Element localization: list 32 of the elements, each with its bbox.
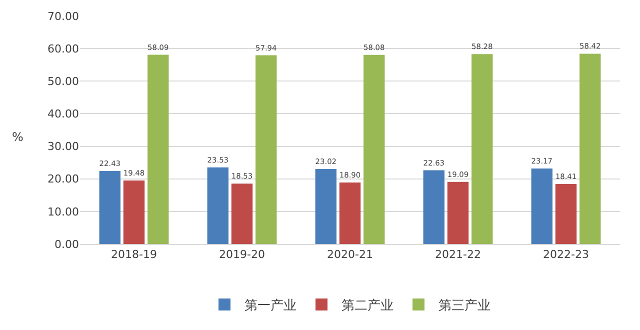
bar [256, 55, 277, 244]
x-tick-label: 2019-20 [219, 248, 265, 262]
y-tick-label: 50.00 [48, 74, 79, 88]
legend-label: 第二产业 [342, 298, 394, 314]
x-tick-label: 2018-19 [111, 248, 157, 262]
x-tick-label: 2020-21 [327, 248, 373, 262]
y-tick-label: 0.00 [54, 238, 79, 251]
y-tick-label: 10.00 [48, 205, 79, 218]
bar [531, 168, 552, 244]
bar [315, 169, 336, 244]
y-tick-label: 30.00 [48, 140, 79, 154]
bar [123, 180, 145, 244]
bar [339, 182, 361, 244]
y-tick-label: 40.00 [48, 108, 79, 121]
y-axis-title: % [12, 130, 24, 144]
bar [423, 170, 444, 244]
x-tick-label: 2022-23 [543, 248, 589, 262]
bar [580, 54, 601, 244]
bar [472, 54, 493, 244]
legend-label: 第一产业 [244, 298, 296, 314]
bar [231, 184, 253, 244]
bar [447, 182, 469, 244]
bar [207, 167, 228, 244]
x-tick-label: 2021-22 [435, 248, 481, 262]
y-tick-label: 70.00 [48, 10, 79, 23]
legend-label: 第三产业 [438, 298, 490, 314]
y-tick-label: 20.00 [48, 172, 79, 186]
y-tick-label: 60.00 [48, 42, 79, 56]
bar [99, 170, 120, 244]
bar [148, 54, 169, 244]
bar [364, 54, 385, 244]
bar [555, 184, 577, 244]
